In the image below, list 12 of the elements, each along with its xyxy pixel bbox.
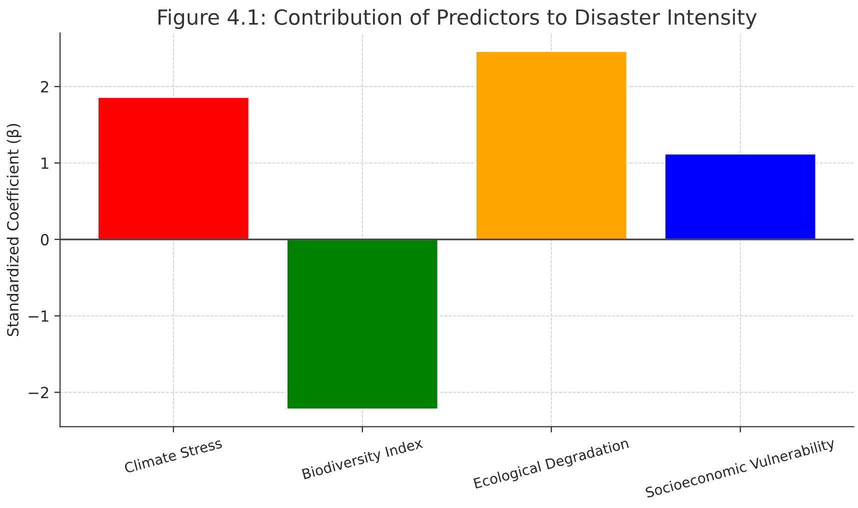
chart-title: Figure 4.1: Contribution of Predictors to Disaster Intensity: [158, 8, 757, 30]
bar: [286, 238, 439, 410]
y-tick-label: 1: [42, 158, 48, 169]
bar: [475, 50, 628, 240]
y-tick-label: 2: [41, 81, 48, 92]
bar: [664, 153, 817, 240]
x-tick-label: Climate Stress: [124, 437, 222, 474]
y-tick-label: −2: [28, 386, 48, 398]
y-axis-title: Standardized Coefficient (β): [6, 124, 22, 336]
bar: [97, 96, 250, 240]
y-tick-label: 0: [40, 234, 49, 246]
y-tick-label: −1: [28, 310, 48, 322]
